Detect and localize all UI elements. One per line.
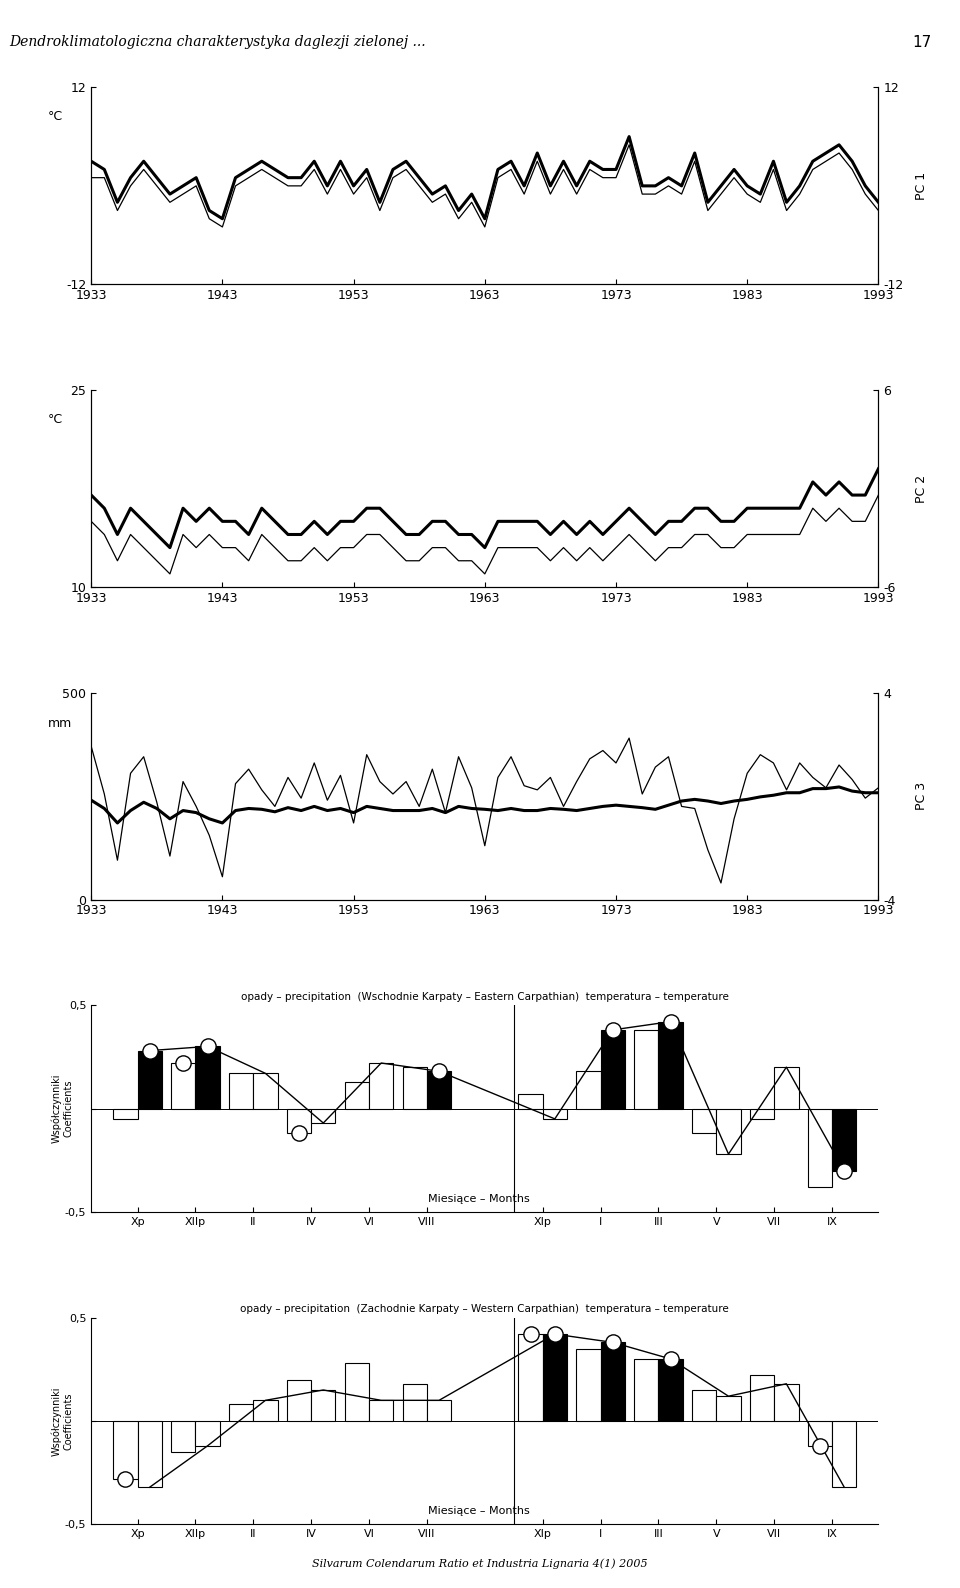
Bar [750,1375,774,1421]
Bar [311,1390,335,1421]
Text: PC 2: PC 2 [915,475,928,502]
Bar [196,1421,220,1445]
Text: mm: mm [48,718,72,730]
Title: opady – precipitation  (Zachodnie Karpaty – Western Carpathian)  temperatura – t: opady – precipitation (Zachodnie Karpaty… [240,1304,730,1313]
Text: Silvarum Colendarum Ratio et Industria Lignaria 4(1) 2005: Silvarum Colendarum Ratio et Industria L… [312,1558,648,1569]
Bar [750,1108,774,1120]
Bar [716,1108,740,1154]
Y-axis label: Współczynniki
Coefficients: Współczynniki Coefficients [51,1073,73,1143]
Bar [369,1401,394,1421]
Bar [253,1073,277,1108]
Bar [311,1108,335,1123]
Bar [196,1046,220,1108]
Bar [601,1031,625,1108]
Bar [659,1021,683,1108]
Title: opady – precipitation  (Wschodnie Karpaty – Eastern Carpathian)  temperatura – t: opady – precipitation (Wschodnie Karpaty… [241,991,729,1002]
Bar [807,1108,832,1188]
Bar [692,1108,716,1134]
Bar [345,1363,369,1421]
Text: PC 1: PC 1 [915,172,928,200]
Text: °C: °C [48,413,63,426]
Bar [427,1401,451,1421]
Bar [659,1359,683,1421]
Text: Dendroklimatologiczna charakterystyka daglezji zielonej ...: Dendroklimatologiczna charakterystyka da… [10,35,426,49]
Bar [137,1051,162,1108]
Bar [692,1390,716,1421]
Bar [137,1421,162,1488]
Bar [601,1342,625,1421]
Bar [832,1421,856,1488]
Bar [113,1421,137,1478]
Bar [228,1073,253,1108]
Bar [635,1031,659,1108]
Bar [427,1072,451,1108]
Bar [345,1081,369,1108]
Text: Miesiące – Months: Miesiące – Months [428,1505,530,1517]
Bar [807,1421,832,1445]
Y-axis label: Współczynniki
Coefficients: Współczynniki Coefficients [51,1386,73,1456]
Bar [402,1067,427,1108]
Bar [576,1348,601,1421]
Bar [832,1108,856,1170]
Bar [518,1334,542,1421]
Bar [369,1062,394,1108]
Bar [774,1383,799,1421]
Bar [635,1359,659,1421]
Bar [228,1404,253,1421]
Text: PC 3: PC 3 [915,781,928,810]
Text: 17: 17 [912,35,931,49]
Bar [287,1380,311,1421]
Bar [253,1401,277,1421]
Bar [576,1072,601,1108]
Bar [542,1334,567,1421]
Bar [171,1421,196,1451]
Bar [287,1108,311,1134]
Bar [716,1396,740,1421]
Text: Miesiące – Months: Miesiące – Months [428,1194,530,1204]
Bar [518,1094,542,1108]
Bar [402,1383,427,1421]
Bar [774,1067,799,1108]
Bar [542,1108,567,1120]
Bar [171,1062,196,1108]
Text: °C: °C [48,111,63,124]
Bar [113,1108,137,1120]
